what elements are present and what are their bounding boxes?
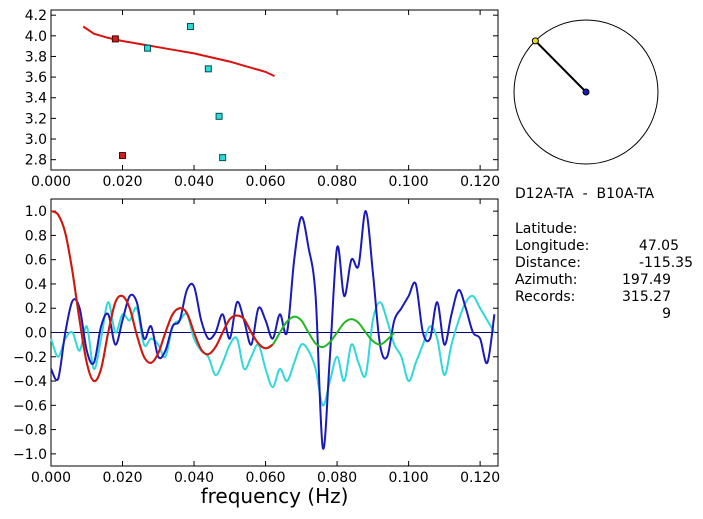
bottom-plot-ytick-label: 0.4 [25, 277, 47, 293]
top-plot-xtick-label: 0.000 [31, 174, 71, 190]
top-plot-ytick-label: 3.6 [25, 70, 47, 86]
cyan-data-point [219, 154, 227, 162]
top-plot-xtick-label: 0.040 [174, 174, 214, 190]
dial-center-marker [582, 88, 590, 96]
longitude-label: Longitude: [515, 238, 590, 254]
bottom-plot-xtick-label: 0.040 [174, 470, 214, 486]
bottom-plot-ytick-label: 0.6 [25, 253, 47, 269]
bottom-plot-ytick-label: −0.2 [13, 350, 47, 366]
bottom-plot-ytick-label: 0.0 [25, 326, 47, 342]
cyan-data-point [144, 44, 152, 52]
bottom-plot-ytick-label: −0.4 [13, 374, 47, 390]
azimuth-dial [513, 19, 659, 165]
bottom-plot-ytick-label: 0.8 [25, 228, 47, 244]
red-data-point [119, 152, 127, 160]
top-plot-ytick-label: 3.8 [25, 49, 47, 65]
info-row-latitude: Latitude: 47.05 [515, 204, 693, 254]
top-plot-ytick-label: 2.8 [25, 153, 47, 169]
bottom-plot-xtick-label: 0.120 [460, 470, 500, 486]
top-plot-xtick-label: 0.020 [102, 174, 142, 190]
dispersion-scatter-plot: 0.000 0.020 0.040 0.060 0.080 0.100 0.120 2.8 3.… [25, 8, 500, 190]
info-row-longitude: Longitude: -115.35 [515, 221, 693, 271]
spectral-correlation-plot: 0.000 0.020 0.040 0.060 0.080 0.100 0.120 1.0 0.… [13, 198, 500, 508]
top-plot-ytick-label: 3.4 [25, 91, 47, 107]
cyan-data-point [204, 65, 212, 73]
info-row-distance: Distance: 197.49 [515, 238, 693, 288]
x-axis-title: frequency (Hz) [201, 484, 349, 508]
top-plot-frame [50, 9, 499, 171]
bottom-plot-ytick-label: −0.6 [13, 398, 47, 414]
red-data-point [111, 35, 119, 43]
top-plot-ytick-label: 4.2 [25, 8, 47, 24]
bottom-plot-ytick-label: −0.8 [13, 423, 47, 439]
distance-label: Distance: [515, 255, 581, 271]
records-label: Records: [515, 289, 576, 305]
station-info-panel: D12A-TA - B10A-TA Latitude: 47.05 Longit… [515, 186, 693, 322]
top-plot-xtick-label: 0.060 [246, 174, 286, 190]
bottom-plot-xtick-label: 0.080 [317, 470, 357, 486]
top-plot-ytick-label: 3.2 [25, 111, 47, 127]
dispersion-fit-line [82, 25, 275, 78]
latitude-value: 47.05 [638, 238, 679, 254]
bottom-plot-ytick-label: 0.2 [25, 301, 47, 317]
info-row-records: Records: 9 [515, 272, 693, 322]
cyan-series-line [50, 294, 496, 407]
blue-series-line [50, 210, 496, 450]
top-plot-xtick-label: 0.080 [317, 174, 357, 190]
azimuth-needle [534, 40, 587, 93]
azimuth-label: Azimuth: [515, 272, 578, 288]
longitude-value: -115.35 [638, 255, 693, 271]
green-series-line [50, 210, 396, 383]
cyan-data-point [186, 23, 194, 31]
azimuth-value: 315.27 [622, 289, 671, 305]
top-plot-ytick-label: 4.0 [25, 29, 47, 45]
bottom-plot-xtick-label: 0.060 [246, 470, 286, 486]
station-marker [531, 37, 539, 45]
station-pair-label: D12A-TA - B10A-TA [515, 186, 655, 202]
dial-circle [513, 19, 659, 165]
bottom-plot-xtick-label: 0.000 [31, 470, 71, 486]
bottom-plot-xtick-label: 0.100 [389, 470, 429, 486]
cyan-data-point [215, 112, 223, 120]
latitude-label: Latitude: [515, 221, 578, 237]
records-value: 9 [662, 306, 671, 322]
red-series-line [50, 210, 274, 383]
info-row-azimuth: Azimuth: 315.27 [515, 255, 693, 305]
distance-value: 197.49 [622, 272, 671, 288]
top-plot-ytick-label: 3.0 [25, 132, 47, 148]
top-plot-xtick-label: 0.120 [460, 174, 500, 190]
top-plot-xtick-label: 0.100 [389, 174, 429, 190]
bottom-plot-xtick-label: 0.020 [102, 470, 142, 486]
bottom-plot-ytick-label: −1.0 [13, 447, 47, 463]
bottom-plot-ytick-label: 1.0 [25, 204, 47, 220]
